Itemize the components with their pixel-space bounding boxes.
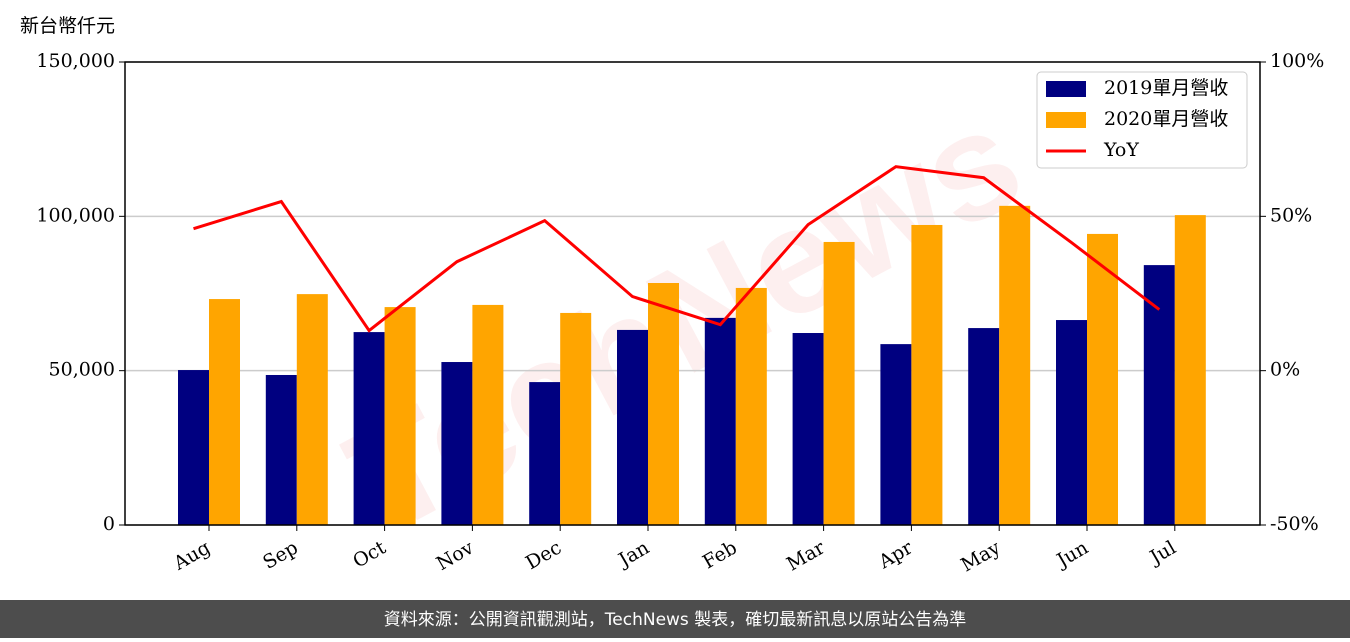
y-tick-label: 150,000 <box>36 50 115 72</box>
bar <box>823 241 855 525</box>
bar <box>353 332 385 525</box>
x-tick-label: Jul <box>1145 537 1180 570</box>
bar <box>472 304 504 525</box>
bar <box>384 307 416 525</box>
y-tick-label: 100,000 <box>36 204 115 226</box>
x-tick-label: Mar <box>783 536 829 575</box>
y-axis-label: 新台幣仟元 <box>20 15 115 37</box>
bar <box>1056 320 1087 525</box>
bar <box>265 374 297 525</box>
bar <box>1087 233 1118 525</box>
footer: 資料來源：公開資訊觀測站，TechNews 製表，確切最新訊息以原站公告為準 <box>384 610 966 630</box>
bar <box>648 283 679 525</box>
bar <box>704 317 736 525</box>
plot-frame <box>124 61 1261 526</box>
bar <box>441 362 473 525</box>
legend-swatch <box>1046 112 1086 128</box>
bar <box>178 370 209 525</box>
bar <box>1174 215 1206 525</box>
x-tick-label: Sep <box>259 537 302 574</box>
x-tick-label: Jan <box>613 537 653 573</box>
bar <box>617 329 648 525</box>
bar <box>911 224 943 525</box>
y2-tick-label: 100% <box>1270 50 1324 72</box>
x-tick-label: Dec <box>522 537 565 575</box>
legend-box <box>1036 71 1248 169</box>
footer-bar <box>0 600 1350 638</box>
bar <box>560 312 592 525</box>
line <box>193 165 1161 333</box>
x-tick-label: Jun <box>1051 537 1092 573</box>
x-tick-label: Feb <box>699 537 741 574</box>
legend-label: 2019單月營收 <box>1104 77 1228 99</box>
y2-tick-label: -50% <box>1270 513 1319 535</box>
x-tick-label: May <box>957 536 1004 576</box>
x-tick-label: Aug <box>169 537 214 576</box>
y-tick-label: 0 <box>103 513 115 535</box>
legend-label: 2020單月營收 <box>1104 108 1228 130</box>
y2-tick-label: 50% <box>1270 204 1312 226</box>
legend-swatch <box>1046 81 1086 97</box>
x-tick-label: Oct <box>349 536 390 572</box>
legend: 2019單月營收 2020單月營收 YoY <box>1036 71 1248 169</box>
bar <box>880 344 912 525</box>
bar <box>735 287 767 525</box>
bar <box>529 382 561 525</box>
bar <box>792 333 824 525</box>
bar <box>296 294 328 525</box>
bar <box>1143 265 1175 525</box>
bar <box>209 299 240 525</box>
bar <box>999 205 1031 525</box>
y-tick-label: 50,000 <box>49 359 115 381</box>
x-tick-label: Apr <box>874 536 917 573</box>
y2-tick-label: 0% <box>1270 359 1300 381</box>
bar <box>968 328 1000 525</box>
legend-label: YoY <box>1103 139 1139 161</box>
